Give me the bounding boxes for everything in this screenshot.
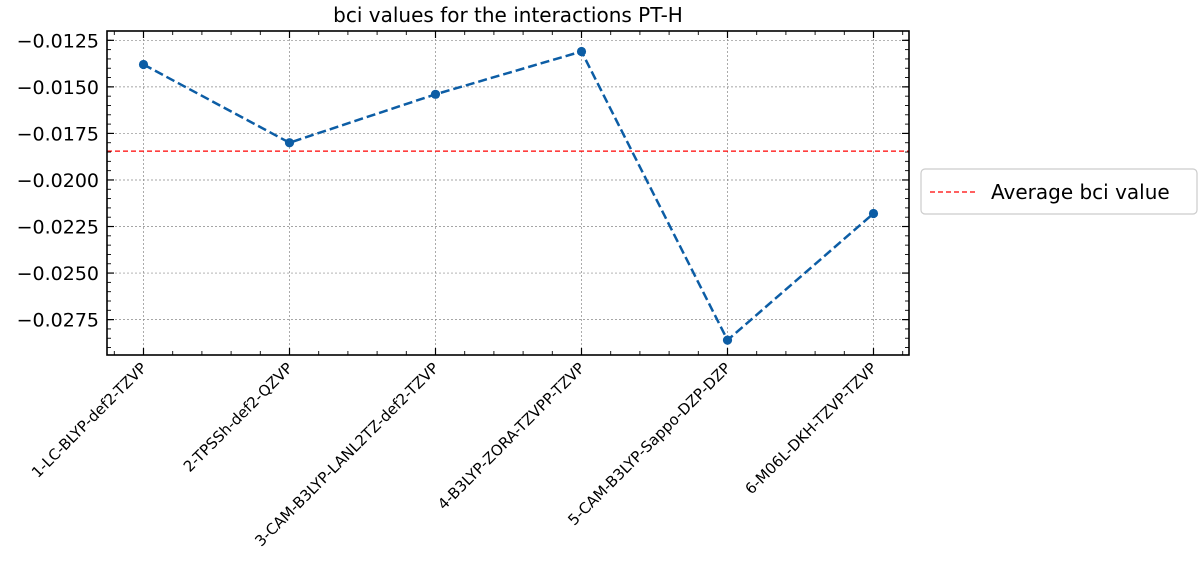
x-tick-label: 2-TPSSh-def2-QZVP — [180, 359, 296, 475]
axis-ticks — [107, 30, 909, 355]
data-point — [722, 335, 733, 345]
data-point — [138, 59, 149, 70]
series-line — [142, 49, 875, 343]
x-tick-label: 4-B3LYP-ZORA-TZVPP-TZVP — [434, 359, 588, 513]
y-tick-label: −0.0250 — [17, 263, 99, 285]
x-tick-label: 1-LC-BLYP-def2-TZVP — [28, 359, 150, 481]
legend-label-average: Average bci value — [991, 180, 1170, 204]
legend-box — [920, 168, 1198, 215]
y-tick-label: −0.0225 — [17, 217, 99, 239]
gridlines — [107, 31, 909, 355]
data-point — [868, 208, 879, 219]
data-point — [576, 46, 587, 57]
data-point — [430, 89, 441, 99]
legend: Average bci value — [920, 168, 1198, 215]
y-tick-label: −0.0200 — [17, 170, 99, 192]
chart-title: bci values for the interactions PT-H — [333, 3, 683, 27]
data-series — [138, 46, 879, 345]
x-axis-tick-labels: 1-LC-BLYP-def2-TZVP 2-TPSSh-def2-QZVP3-CA… — [28, 359, 880, 550]
y-tick-label: −0.0275 — [17, 310, 99, 332]
data-point — [284, 138, 295, 148]
y-axis-tick-labels: −0.0275 −0.0250 −0.0225 −0.0200 −0.0175 −0.01… — [17, 30, 99, 331]
x-tick-label: 5-CAM-B3LYP-Sappo-DZP-DZP — [564, 359, 734, 529]
y-tick-label: −0.0175 — [17, 123, 99, 145]
y-tick-label: −0.0125 — [17, 30, 99, 52]
plot-area — [106, 30, 910, 356]
x-tick-label: 6-M06L-DKH-TZVP-TZVP — [741, 359, 880, 498]
y-tick-label: −0.0150 — [17, 77, 99, 99]
